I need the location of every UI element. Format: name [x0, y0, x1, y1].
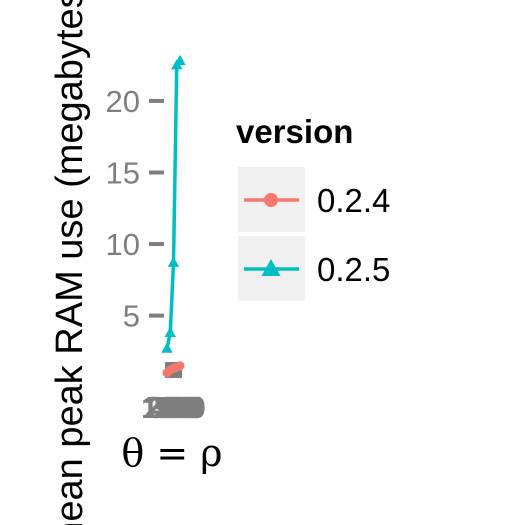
series-0.2.4 — [162, 361, 185, 378]
series-line — [165, 59, 182, 349]
y-tick-label: 20 — [106, 84, 140, 119]
circle-icon — [264, 193, 278, 207]
x-tick-label: 400 — [151, 390, 203, 425]
series-layer — [161, 54, 186, 378]
y-tick-label: 15 — [106, 155, 140, 190]
data-point — [174, 54, 186, 66]
x-tick-label: 200 — [144, 390, 196, 425]
x-tick-label: 500 — [154, 390, 206, 425]
legend-title: version — [236, 113, 353, 150]
legend-label: 0.2.4 — [317, 182, 390, 219]
data-point — [175, 361, 185, 371]
legend-item: 0.2.4 — [238, 167, 390, 232]
x-axis-label: θ = ρ — [121, 431, 222, 475]
x-tick-label: 300 — [148, 390, 200, 425]
triangle-icon — [261, 259, 281, 276]
y-axis: 5 10 15 20 — [106, 84, 164, 334]
y-tick-label: 10 — [106, 227, 140, 262]
series-0.2.5 — [161, 54, 186, 353]
data-point — [161, 342, 173, 353]
y-axis-label: mean peak RAM use (megabytes) — [49, 0, 91, 525]
legend: version 0.2.4 0.2.5 — [236, 113, 390, 301]
data-point — [164, 326, 176, 337]
x-tick-label: 100 — [141, 390, 193, 425]
data-point — [167, 256, 180, 267]
legend-item: 0.2.5 — [238, 236, 390, 301]
legend-label: 0.2.5 — [317, 251, 390, 288]
y-tick-label: 5 — [123, 299, 140, 334]
